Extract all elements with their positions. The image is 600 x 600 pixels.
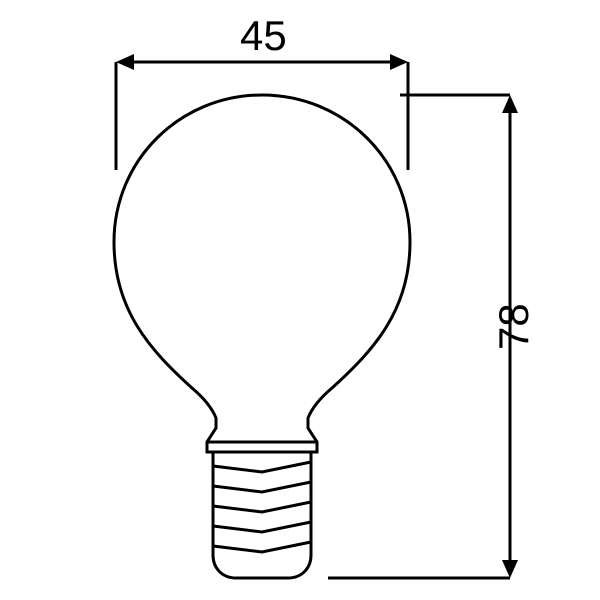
height-dimension: 78: [328, 95, 537, 578]
screw-threads: [213, 462, 311, 552]
bulb-shape: [114, 95, 410, 578]
width-dimension: 45: [116, 12, 408, 170]
bulb-dimension-diagram: 45 78: [0, 0, 600, 600]
height-value: 78: [490, 303, 537, 350]
width-value: 45: [240, 12, 287, 59]
